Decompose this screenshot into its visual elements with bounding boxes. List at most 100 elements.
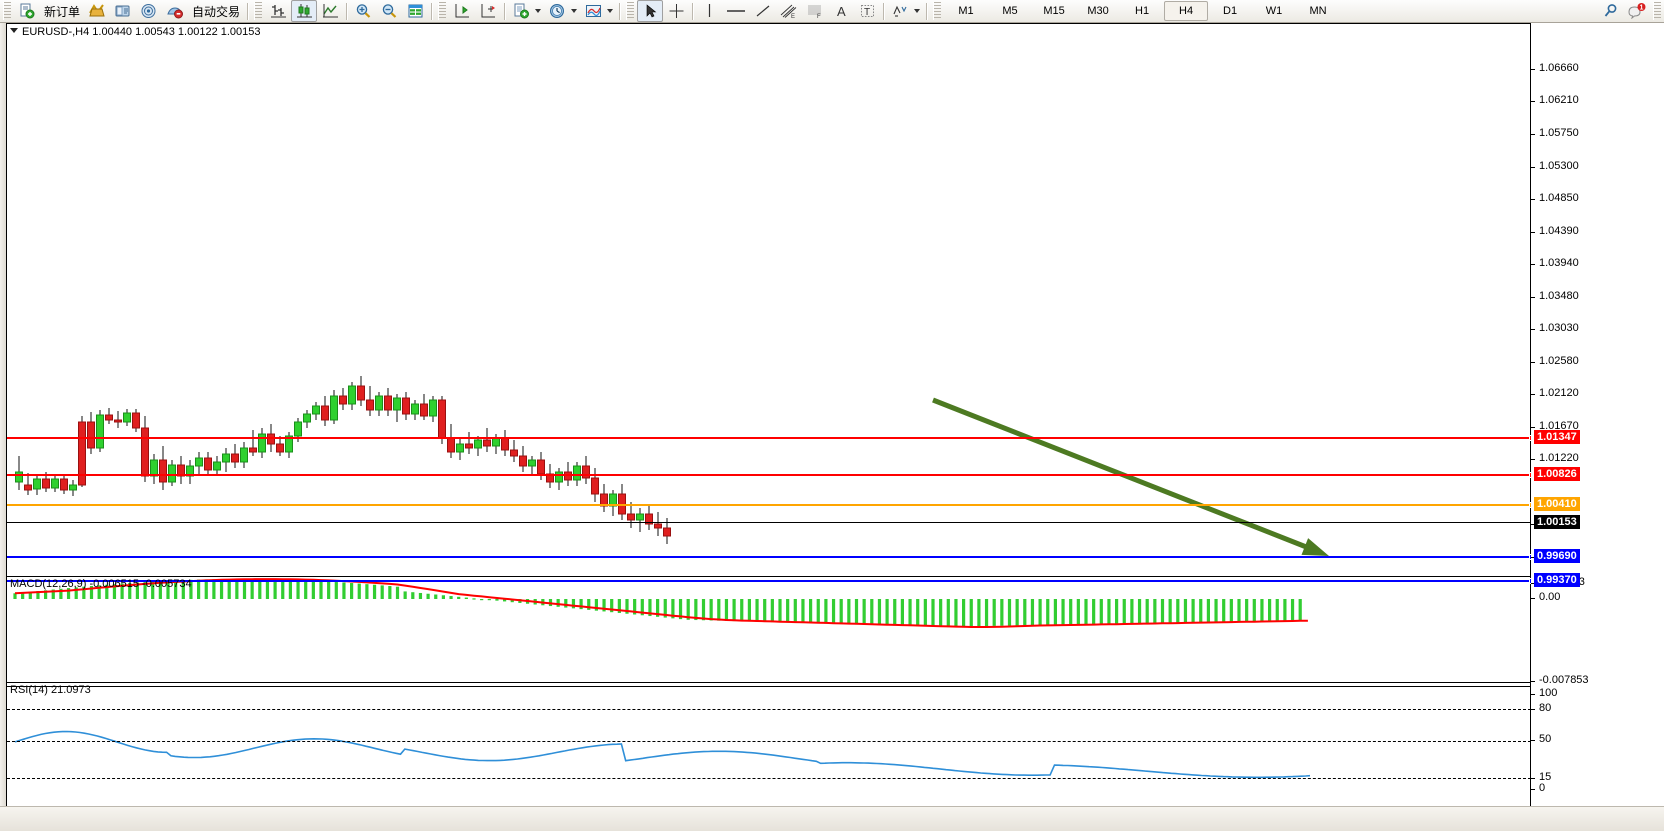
objects-icon bbox=[893, 5, 907, 17]
zoom-out-icon bbox=[382, 4, 396, 18]
chart-symbol-header[interactable]: EURUSD-,H4 1.00440 1.00543 1.00122 1.001… bbox=[10, 26, 261, 38]
price-level-badge[interactable]: 1.00826 bbox=[1534, 467, 1580, 481]
cursor-button[interactable] bbox=[637, 0, 664, 22]
price-level-line[interactable] bbox=[7, 578, 1535, 584]
fibonacci-button[interactable]: F bbox=[802, 0, 828, 22]
timeframe-button-d1[interactable]: D1 bbox=[1223, 5, 1238, 17]
bar-chart-button[interactable] bbox=[265, 0, 291, 22]
search-button[interactable] bbox=[1598, 0, 1624, 22]
rsi-level-50 bbox=[7, 741, 1531, 742]
indicators-dropdown-caret[interactable] bbox=[607, 9, 614, 13]
new-order-button[interactable] bbox=[14, 0, 40, 22]
text-label-button[interactable]: T bbox=[854, 0, 880, 22]
chart-canvas-border[interactable] bbox=[6, 23, 1531, 808]
rsi-tick bbox=[1531, 789, 1535, 790]
timeframe-button-m15[interactable]: M15 bbox=[1043, 5, 1065, 17]
period-button[interactable] bbox=[544, 0, 570, 22]
toolbar-separator-7 bbox=[883, 2, 885, 20]
price-tick bbox=[1531, 394, 1535, 395]
search-icon bbox=[1604, 4, 1617, 17]
rsi-tick-label: 80 bbox=[1539, 702, 1552, 714]
trendline-icon bbox=[756, 5, 770, 17]
chart-shift-button[interactable] bbox=[449, 0, 475, 22]
rsi-level-80 bbox=[7, 709, 1531, 710]
timeframe-button-h1[interactable]: H1 bbox=[1135, 5, 1150, 17]
timeframe-button-h4[interactable]: H4 bbox=[1164, 1, 1209, 21]
price-level-badge[interactable]: 1.01347 bbox=[1534, 430, 1580, 444]
price-tick bbox=[1531, 199, 1535, 200]
price-tick bbox=[1531, 583, 1535, 584]
toolbar-grip[interactable] bbox=[3, 2, 11, 20]
price-level-line[interactable] bbox=[7, 472, 1535, 478]
grid-button[interactable] bbox=[402, 0, 428, 22]
price-level-badge[interactable]: 0.99370 bbox=[1534, 573, 1580, 587]
equidistant-channel-button[interactable]: E bbox=[776, 0, 802, 22]
main-toolbar: 新订单 自动交易 bbox=[0, 0, 1664, 23]
timeframe-button-m30[interactable]: M30 bbox=[1087, 5, 1109, 17]
text-button[interactable]: A bbox=[828, 0, 854, 22]
timeframe-button-mn[interactable]: MN bbox=[1309, 5, 1327, 17]
rsi-tick bbox=[1531, 778, 1535, 779]
price-level-badge[interactable]: 1.00153 bbox=[1534, 515, 1580, 529]
data-window-button[interactable] bbox=[84, 0, 110, 22]
svg-text:T: T bbox=[864, 7, 870, 18]
trendline-button[interactable] bbox=[750, 0, 776, 22]
text-icon: A bbox=[837, 4, 846, 19]
shift-toolbar-grip[interactable] bbox=[438, 2, 447, 20]
price-tick bbox=[1531, 134, 1535, 135]
macd-label[interactable]: MACD(12,26,9) -0.006515 -0.005734 bbox=[10, 578, 192, 590]
timeframe-button-m1[interactable]: M1 bbox=[958, 5, 974, 17]
auto-scroll-button[interactable] bbox=[475, 0, 501, 22]
zoom-out-button[interactable] bbox=[376, 0, 402, 22]
vertical-line-button[interactable] bbox=[696, 0, 722, 22]
terminal-button[interactable] bbox=[136, 0, 162, 22]
price-level-line[interactable] bbox=[7, 554, 1535, 560]
new-order-label[interactable]: 新订单 bbox=[44, 4, 81, 19]
templates-dropdown-caret[interactable] bbox=[535, 9, 542, 13]
rsi-tick bbox=[1531, 740, 1535, 741]
trend-arrow[interactable] bbox=[932, 397, 1329, 556]
autotrading-button[interactable] bbox=[162, 0, 188, 22]
indicators-button[interactable] bbox=[580, 0, 606, 22]
horizontal-line-button[interactable] bbox=[722, 0, 750, 22]
candlestick-chart-button[interactable] bbox=[291, 0, 318, 22]
price-tick-label: 1.06660 bbox=[1539, 62, 1579, 74]
objects-button[interactable] bbox=[887, 0, 913, 22]
chart-menu-caret-icon[interactable] bbox=[10, 28, 18, 33]
timeframe-button-m5[interactable]: M5 bbox=[1002, 5, 1018, 17]
templates-button[interactable] bbox=[508, 0, 534, 22]
price-tick-label: 1.06210 bbox=[1539, 94, 1579, 106]
rsi-label[interactable]: RSI(14) 21.0973 bbox=[10, 684, 91, 696]
period-dropdown-caret[interactable] bbox=[571, 9, 578, 13]
alerts-button[interactable]: 1 bbox=[1624, 0, 1650, 22]
timeframe-toolbar-grip[interactable] bbox=[933, 2, 942, 20]
horizontal-line-icon bbox=[727, 10, 746, 12]
price-level-badge[interactable]: 0.99690 bbox=[1534, 549, 1580, 563]
chart-toolbar-grip[interactable] bbox=[254, 2, 263, 20]
rsi-pane-separator-bottom bbox=[7, 686, 1531, 687]
price-tick bbox=[1531, 329, 1535, 330]
timeframe-group: M1 M5 M15 M30 H1 H4 D1 W1 MN bbox=[944, 1, 1340, 21]
autotrading-label[interactable]: 自动交易 bbox=[192, 4, 241, 19]
price-tick-label: 0.00 bbox=[1539, 591, 1561, 603]
price-level-line[interactable] bbox=[7, 522, 1531, 523]
price-scale[interactable]: 1.06660 1.06210 1.05750 1.05300 1.04850 1.043… bbox=[1531, 23, 1664, 808]
price-level-line[interactable] bbox=[7, 435, 1535, 441]
draw-toolbar-grip[interactable] bbox=[626, 2, 635, 20]
candlestick-series bbox=[15, 376, 671, 544]
chart-plot-area[interactable] bbox=[7, 24, 1531, 808]
line-chart-button[interactable] bbox=[317, 0, 343, 22]
navigator-button[interactable] bbox=[110, 0, 136, 22]
rsi-level-15 bbox=[7, 778, 1531, 779]
price-level-badge[interactable]: 1.00410 bbox=[1534, 497, 1580, 511]
price-tick-label: 1.05300 bbox=[1539, 160, 1579, 172]
zoom-in-button[interactable] bbox=[350, 0, 376, 22]
crosshair-button[interactable] bbox=[663, 0, 689, 22]
svg-text:F: F bbox=[817, 14, 821, 19]
timeframe-button-w1[interactable]: W1 bbox=[1265, 5, 1283, 17]
price-tick bbox=[1531, 232, 1535, 233]
chart-shift-icon bbox=[455, 4, 469, 18]
objects-dropdown-caret[interactable] bbox=[914, 9, 921, 13]
price-level-line[interactable] bbox=[7, 502, 1535, 508]
rsi-tick bbox=[1531, 709, 1535, 710]
